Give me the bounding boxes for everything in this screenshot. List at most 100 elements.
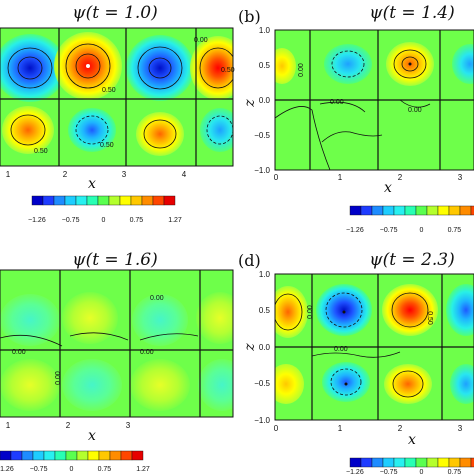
panel-c-x-tick: 2 <box>66 421 71 430</box>
colorbar-tick-label: 0 <box>102 217 106 224</box>
colorbar-swatch <box>459 205 472 216</box>
panel-b-contour-label-3: 0.00 <box>408 107 422 114</box>
colorbar-swatch <box>32 450 45 461</box>
colorbar-swatch <box>130 195 143 206</box>
panel-c-contour-label-4: 0.00 <box>55 371 62 385</box>
panel-a-title: ψ(t = 1.0) <box>72 3 158 23</box>
panel-a-contour-label-5: 0.50 <box>100 142 114 149</box>
panel-c-contour-label-1: 0.00 <box>150 295 164 302</box>
colorbar-tick-label: 0.75 <box>448 469 462 474</box>
colorbar-tick-label: 0.75 <box>98 466 112 473</box>
colorbar-swatch <box>448 205 461 216</box>
panel-b-x-ticks: 0 1 2 3 <box>274 173 463 182</box>
colorbar-swatch <box>120 450 133 461</box>
colorbar-swatch <box>415 457 428 468</box>
colorbar-swatch <box>393 205 406 216</box>
panel-c-contour-label-3: 0.00 <box>140 349 154 356</box>
panel-a-x-tick: 4 <box>182 170 187 179</box>
panel-d-x-tick: 0 <box>274 424 279 433</box>
colorbar-tick-label: 0 <box>70 466 74 473</box>
panel-b-title: ψ(t = 1.4) <box>369 3 455 23</box>
panel-a-colorbar: −1.26 −0.75 0 0.75 1.27 <box>28 195 182 224</box>
panel-a-contour-label-4: 0.50 <box>221 67 235 74</box>
colorbar-tick-label: −1.26 <box>28 217 46 224</box>
colorbar-swatch <box>470 205 474 216</box>
colorbar-swatch <box>448 457 461 468</box>
panel-b-y-ticks: 1.0 0.5 0.0 −0.5 −1.0 <box>254 26 270 175</box>
colorbar-swatch <box>382 457 395 468</box>
panel-c-colorbar: −1.26 −0.75 0 0.75 1.27 <box>0 450 150 473</box>
colorbar-swatch <box>10 450 23 461</box>
panel-a-x-tick: 3 <box>122 170 127 179</box>
panel-a-contour-label-3: 0.00 <box>194 37 208 44</box>
panel-b-x-tick: 3 <box>458 173 463 182</box>
panel-c-x-tick: 3 <box>126 421 131 430</box>
colorbar-swatch <box>382 205 395 216</box>
colorbar-swatch <box>108 195 121 206</box>
panel-d-y-tick: 0.0 <box>259 343 271 352</box>
colorbar-swatch <box>415 205 428 216</box>
panel-b-x-tick: 2 <box>398 173 403 182</box>
colorbar-swatch <box>459 457 472 468</box>
colorbar-tick-label: −0.75 <box>380 227 398 234</box>
panel-d: (d) ψ(t = 2.3) <box>238 250 474 474</box>
colorbar-swatch <box>360 457 373 468</box>
colorbar-swatch <box>21 450 34 461</box>
colorbar-swatch <box>426 205 439 216</box>
colorbar-tick-label: 1.27 <box>136 466 150 473</box>
colorbar-tick-label: −0.75 <box>30 466 48 473</box>
panel-b-y-tick: 0.0 <box>259 96 271 105</box>
colorbar-swatch <box>163 195 176 206</box>
panel-b-ylabel: z <box>242 99 258 108</box>
colorbar-tick-label: −1.26 <box>346 469 364 474</box>
colorbar-swatch <box>141 195 154 206</box>
panel-d-x-tick: 1 <box>338 424 343 433</box>
panel-b-contour-label-2: 0.00 <box>330 99 344 106</box>
panel-c-contour-label-2: 0.00 <box>12 349 26 356</box>
panel-b-label: (b) <box>238 7 261 26</box>
colorbar-swatch <box>65 450 78 461</box>
colorbar-tick-label: −1.26 <box>346 227 364 234</box>
panel-b-x-tick: 1 <box>338 173 343 182</box>
panel-d-xlabel: x <box>408 432 416 448</box>
colorbar-swatch <box>53 195 66 206</box>
colorbar-swatch <box>404 457 417 468</box>
panel-a-x-tick: 1 <box>6 170 11 179</box>
colorbar-tick-label: −0.75 <box>380 469 398 474</box>
colorbar-swatch <box>76 450 89 461</box>
colorbar-swatch <box>470 457 474 468</box>
panel-c-x-tick: 1 <box>6 421 11 430</box>
panel-b: (b) ψ(t = 1.4) 0.00 <box>238 3 474 234</box>
panel-d-x-tick: 3 <box>458 424 463 433</box>
panel-d-x-ticks: 0 1 2 3 <box>274 424 463 433</box>
panel-d-label: (d) <box>238 251 261 270</box>
colorbar-tick-label: 0 <box>420 227 424 234</box>
panel-d-x-tick: 2 <box>398 424 403 433</box>
panel-b-xlabel: x <box>384 180 392 196</box>
colorbar-tick-label: 1.27 <box>168 217 182 224</box>
panel-c-title: ψ(t = 1.6) <box>72 250 158 270</box>
colorbar-swatch <box>43 450 56 461</box>
panel-a-contour-label-2: 0.50 <box>34 148 48 155</box>
panel-a-xlabel: x <box>88 176 96 192</box>
colorbar-tick-label: −1.26 <box>0 466 14 473</box>
colorbar-swatch <box>0 450 12 461</box>
panel-b-y-tick: −1.0 <box>254 166 270 175</box>
colorbar-swatch <box>86 195 99 206</box>
panel-b-y-tick: 0.5 <box>259 61 271 70</box>
colorbar-swatch <box>360 205 373 216</box>
panel-d-y-tick: −1.0 <box>254 416 270 425</box>
colorbar-swatch <box>31 195 44 206</box>
panel-a-x-ticks: 1 2 3 4 <box>6 170 187 179</box>
panel-d-y-tick: −0.5 <box>254 379 270 388</box>
colorbar-swatch <box>404 205 417 216</box>
panel-c: ψ(t = 1.6) 0.00 0.00 0.00 0.0 <box>0 250 234 473</box>
colorbar-tick-label: 0.75 <box>130 217 144 224</box>
panel-b-y-tick: −0.5 <box>254 131 270 140</box>
panel-d-y-ticks: 1.0 0.5 0.0 −0.5 −1.0 <box>254 270 270 425</box>
colorbar-swatch <box>349 205 362 216</box>
panel-d-title: ψ(t = 2.3) <box>369 250 455 270</box>
colorbar-swatch <box>371 205 384 216</box>
